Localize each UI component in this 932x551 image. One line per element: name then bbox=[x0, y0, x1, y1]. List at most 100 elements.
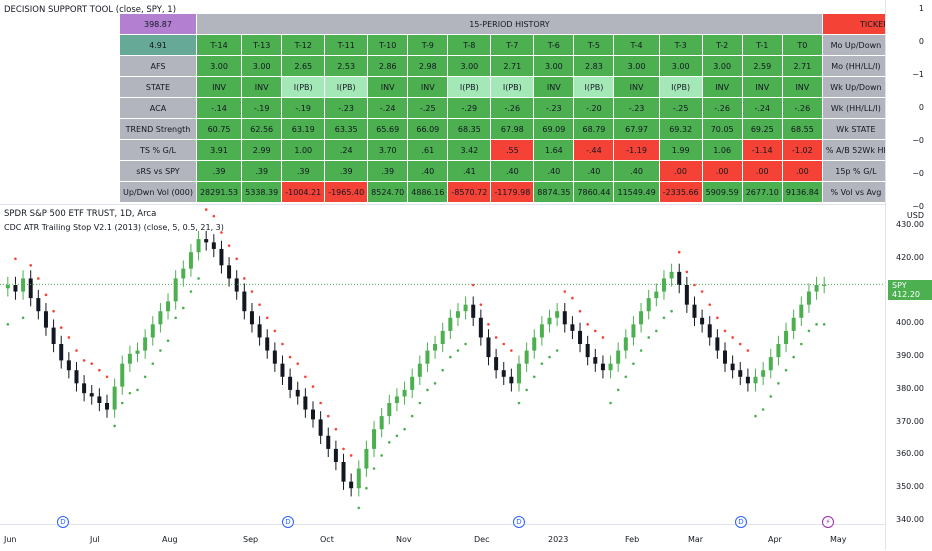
data-cell: 2.53 bbox=[324, 55, 369, 77]
data-cell: 65.69 bbox=[367, 118, 409, 140]
data-cell: INV bbox=[195, 76, 243, 98]
period-header: T-5 bbox=[573, 34, 615, 56]
dividend-event-icon[interactable]: D bbox=[57, 516, 69, 528]
candle-body bbox=[43, 311, 48, 328]
candle-body bbox=[745, 376, 750, 384]
trailing-stop-dot bbox=[746, 349, 750, 352]
candle-body bbox=[295, 389, 300, 397]
candle-body bbox=[417, 363, 422, 377]
axis-tick-label: −0 bbox=[912, 169, 924, 178]
data-cell: INV bbox=[241, 76, 283, 98]
data-cell: 2.71 bbox=[781, 55, 823, 77]
trailing-stop-dot bbox=[494, 336, 498, 339]
data-cell: I(PB) bbox=[658, 76, 703, 98]
trailing-stop-dot bbox=[593, 329, 597, 333]
trailing-stop-dot bbox=[387, 441, 391, 444]
period-header: T-4 bbox=[613, 34, 660, 56]
chart-title: SPDR S&P 500 ETF TRUST, 1D, Arca bbox=[4, 209, 157, 219]
candle-body bbox=[425, 350, 430, 364]
data-cell: 68.55 bbox=[781, 118, 823, 140]
data-cell: 3.00 bbox=[658, 55, 703, 77]
table-row: AFS 3.00 3.00 2.65 2.53 2.86 2.98 3.00 2.71 3.00 2… bbox=[119, 55, 927, 77]
data-cell: 3.00 bbox=[701, 55, 743, 77]
candle-body bbox=[799, 304, 804, 318]
candle-body bbox=[700, 317, 705, 325]
price-tick-label: 340.00 bbox=[896, 515, 924, 524]
candle-body bbox=[280, 363, 285, 377]
trailing-stop-dot bbox=[441, 368, 445, 372]
period-header: T-7 bbox=[490, 34, 535, 56]
trailing-stop-dot bbox=[479, 303, 483, 306]
data-cell: 1.99 bbox=[658, 139, 703, 161]
data-cell: -.44 bbox=[573, 139, 615, 161]
candle-body bbox=[387, 403, 392, 417]
last-price-value: 412.20 bbox=[892, 290, 920, 299]
trailing-stop-dot bbox=[540, 362, 544, 365]
data-cell: -.26 bbox=[781, 97, 823, 119]
trailing-stop-dot bbox=[319, 401, 322, 405]
candle-body bbox=[13, 285, 18, 292]
time-tick-label: 2023 bbox=[548, 535, 569, 544]
data-cell: .55 bbox=[490, 139, 535, 161]
trailing-stop-dot bbox=[120, 401, 124, 405]
data-cell: 28291.53 bbox=[195, 181, 243, 203]
row-label: sRS vs SPY bbox=[119, 160, 197, 182]
candle-body bbox=[723, 350, 727, 364]
history-header: 15-PERIOD HISTORY bbox=[195, 13, 823, 35]
indicator-subtitle: CDC ATR Trailing Stop V2.1 (2013) (close… bbox=[4, 223, 224, 232]
trailing-stop-dot bbox=[227, 244, 231, 247]
price-axis[interactable]: 10−10−0−0−0 USD 430.00420.00410.00400.00… bbox=[885, 0, 932, 550]
candle-body bbox=[5, 285, 10, 289]
trailing-stop-dot bbox=[571, 296, 574, 300]
price-tick-label: 370.00 bbox=[896, 416, 924, 426]
row-label: Up/Dwn Vol (000) bbox=[119, 181, 197, 203]
trailing-stop-dot bbox=[548, 355, 551, 359]
time-axis[interactable]: Jun Jul Aug Sep Oct Nov Dec 2023 Feb Mar Apr May bbox=[0, 524, 886, 551]
trailing-stop-dot bbox=[655, 329, 658, 333]
candle-body bbox=[761, 370, 766, 377]
data-cell: 5909.59 bbox=[701, 181, 743, 203]
trailing-stop-dot bbox=[555, 349, 559, 352]
row-label: TS % G/L bbox=[119, 139, 197, 161]
ticker-label: Mo (HH/LL/I) bbox=[821, 55, 890, 77]
candle-body bbox=[318, 419, 323, 436]
table-row: STATE INV INV I(PB) I(PB) INV INV I(PB) I(PB) INV… bbox=[119, 76, 927, 98]
data-cell: .00 bbox=[658, 160, 703, 182]
dividend-event-icon[interactable]: D bbox=[282, 516, 294, 528]
trailing-stop-dot bbox=[349, 454, 353, 457]
trailing-stop-dot bbox=[37, 277, 40, 280]
trailing-stop-dot bbox=[586, 323, 589, 326]
symbol-label: SPY bbox=[892, 281, 907, 290]
data-cell: 69.32 bbox=[658, 118, 703, 140]
trailing-stop-dot bbox=[220, 231, 223, 234]
candle-body bbox=[112, 386, 117, 410]
data-cell: I(PB) bbox=[324, 76, 369, 98]
trailing-stop-dot bbox=[716, 316, 719, 320]
candlestick-chart[interactable] bbox=[0, 205, 886, 525]
dividend-event-icon[interactable]: D bbox=[513, 516, 525, 528]
trailing-stop-dot bbox=[304, 375, 307, 379]
trailing-stop-dot bbox=[136, 388, 139, 392]
data-cell: -.24 bbox=[367, 97, 409, 119]
time-tick-label: Sep bbox=[243, 535, 259, 544]
split-event-icon[interactable]: ⚡ bbox=[822, 516, 834, 528]
trailing-stop-dot bbox=[563, 290, 567, 293]
trailing-stop-dot bbox=[67, 336, 71, 339]
candle-body bbox=[379, 416, 384, 430]
candle-body bbox=[784, 330, 789, 344]
dividend-event-icon[interactable]: D bbox=[735, 516, 747, 528]
trailing-stop-dot bbox=[243, 277, 246, 280]
data-cell: -1179.98 bbox=[490, 181, 535, 203]
data-cell: -.19 bbox=[241, 97, 283, 119]
data-cell: 2.83 bbox=[573, 55, 615, 77]
price-chart-pane[interactable]: SPDR S&P 500 ETF TRUST, 1D, Arca CDC ATR… bbox=[0, 204, 886, 525]
data-cell: INV bbox=[367, 76, 409, 98]
table-row: TS % G/L 3.91 2.99 1.00.24 3.70.61 3.42.55 1.6… bbox=[119, 139, 927, 161]
data-cell: .41 bbox=[447, 160, 492, 182]
table-row: sRS vs SPY .39.39.39.39.39.40.41.40.40.40… bbox=[119, 160, 927, 182]
data-cell: 3.00 bbox=[195, 55, 243, 77]
candle-body bbox=[593, 357, 598, 364]
time-tick-label: Mar bbox=[688, 535, 704, 544]
candle-body bbox=[143, 337, 148, 351]
candle-body bbox=[478, 317, 483, 338]
